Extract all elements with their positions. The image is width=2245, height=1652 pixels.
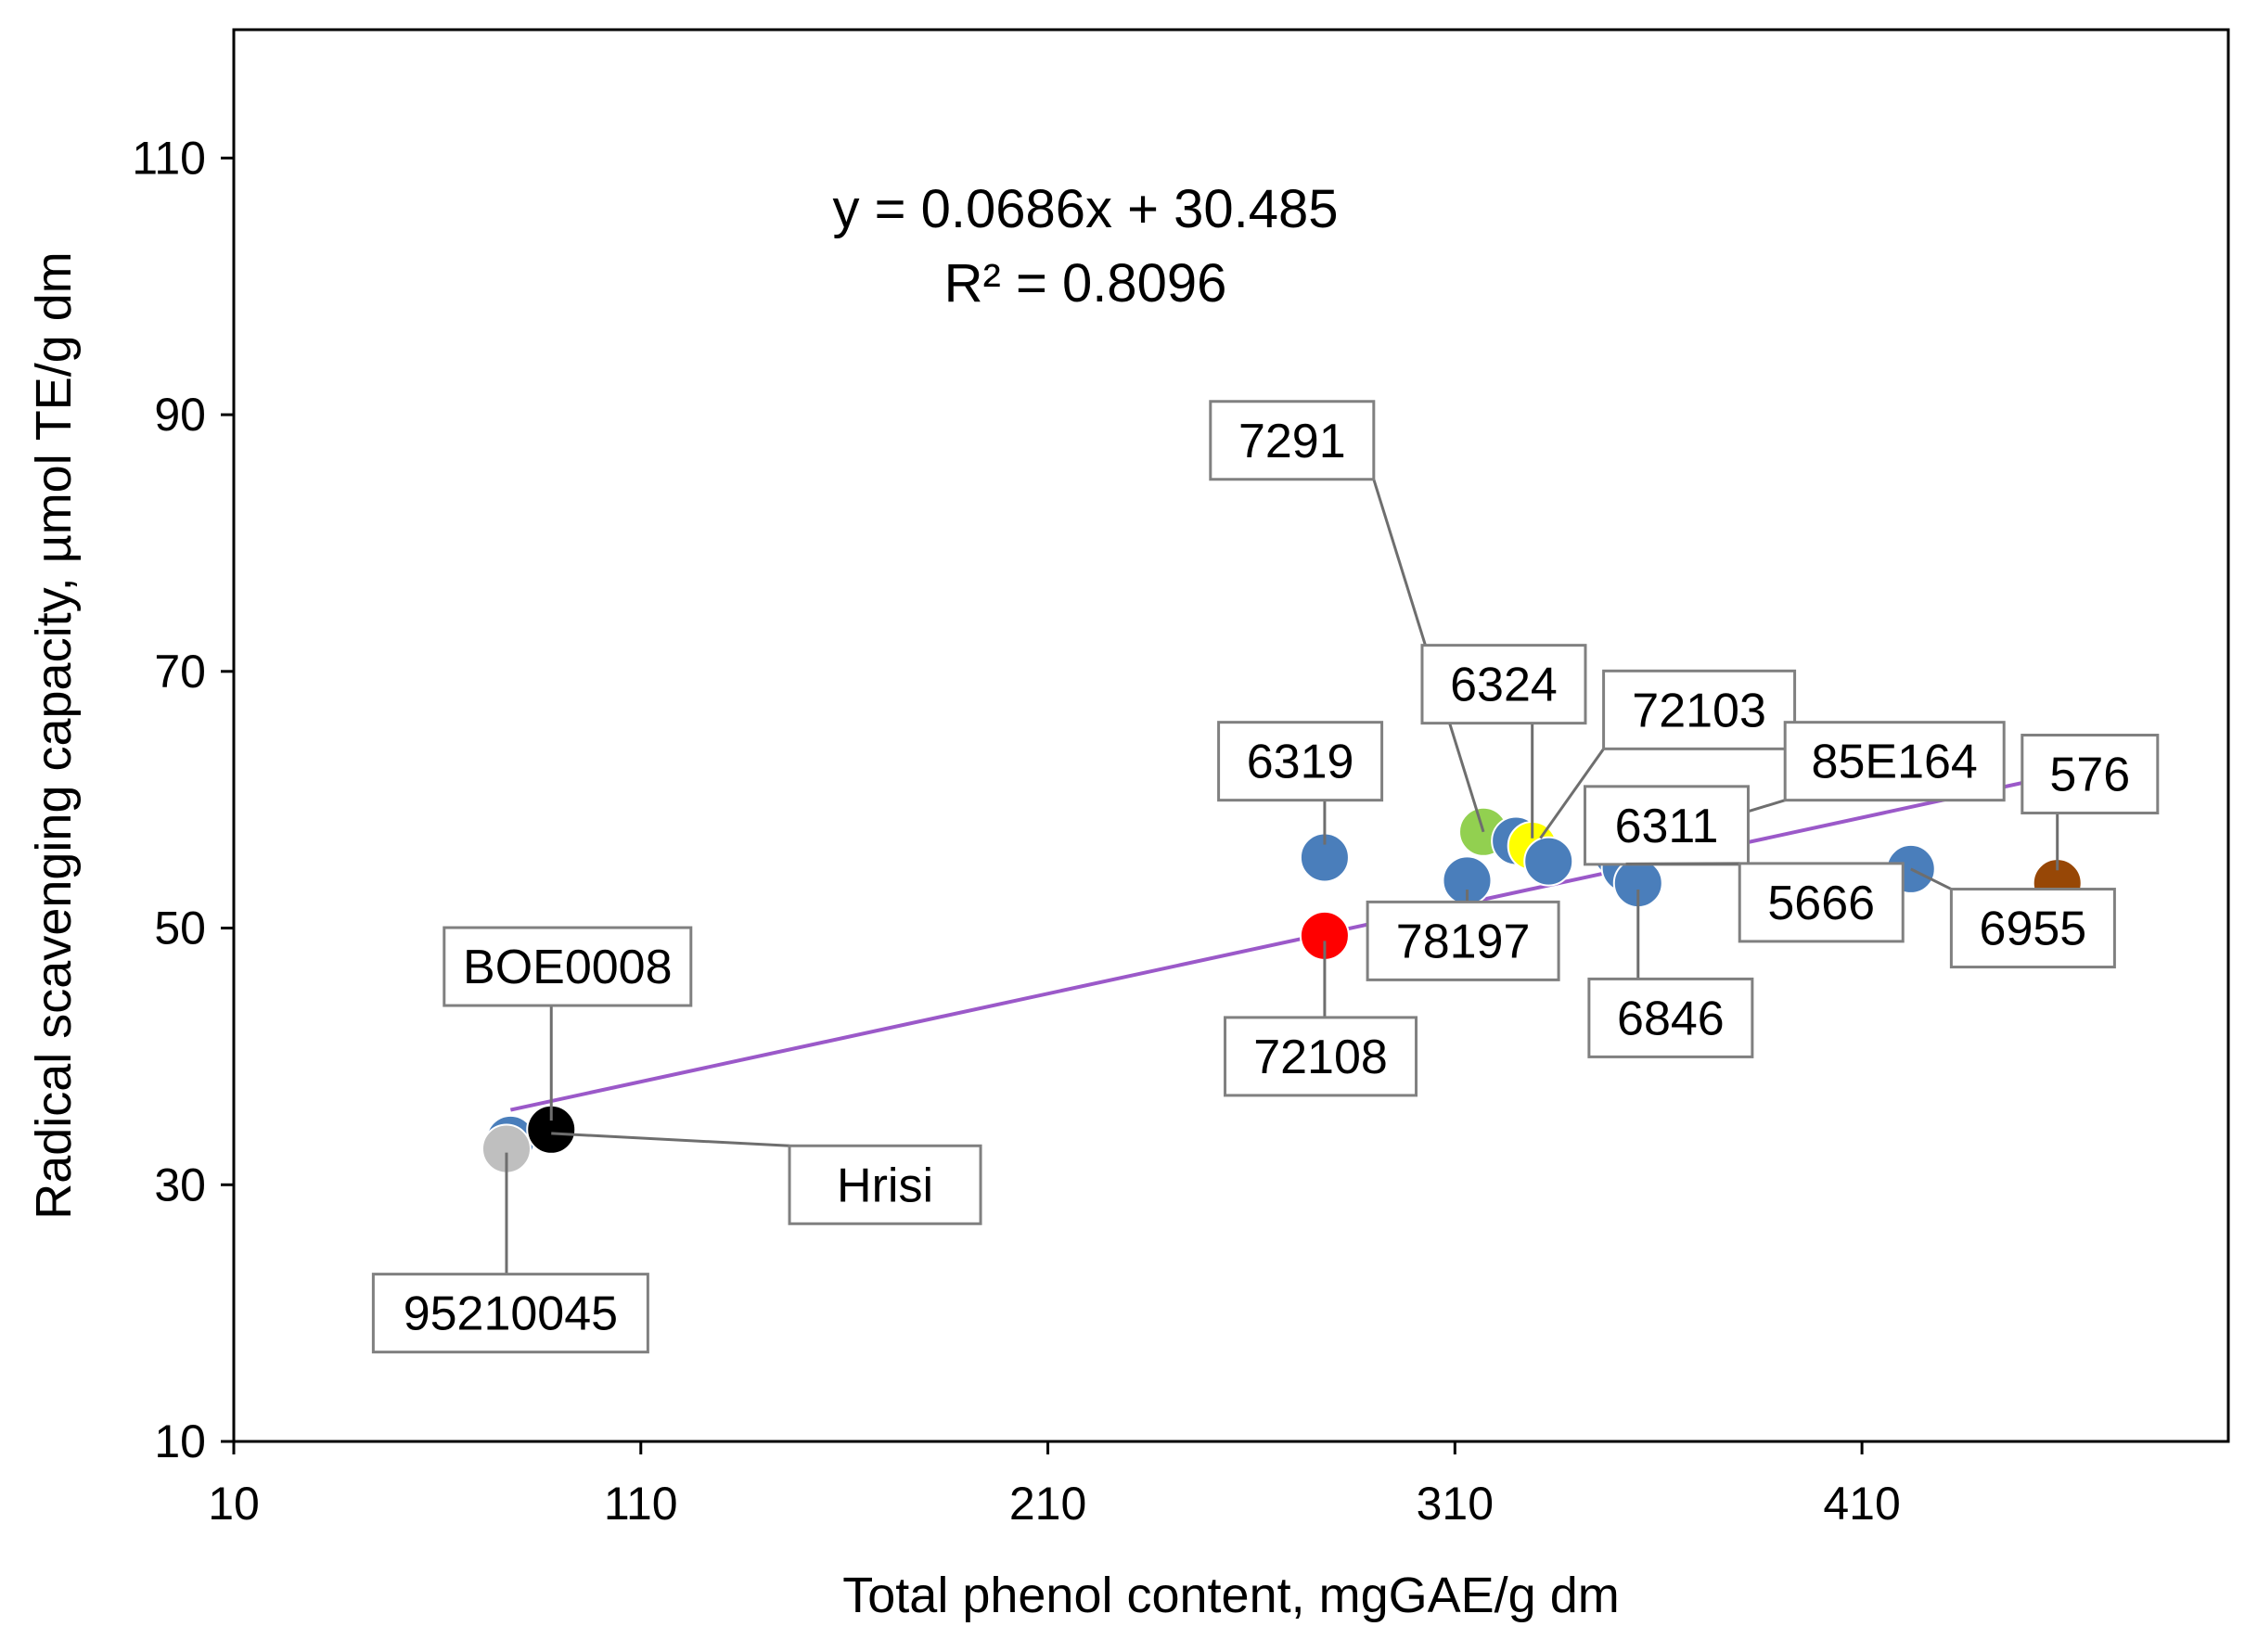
callout-label: 5666 [1767,877,1875,930]
callout-label: 78197 [1396,915,1531,968]
r-squared-text: R² = 0.8096 [944,253,1227,314]
x-axis-title: Total phenol content, mgGAE/g dm [842,1568,1619,1623]
callout-label: 6319 [1247,736,1354,789]
x-tick-label: 410 [1823,1478,1900,1530]
callout-label: 95210045 [404,1287,618,1341]
y-tick-label: 90 [154,389,206,441]
y-axis-title: Radical scavenging capacity, µmol TE/g d… [26,251,82,1220]
x-tick-label: 10 [208,1478,260,1530]
callout-label: 85E164 [1812,736,1978,789]
y-tick-label: 70 [154,646,206,698]
callout-label: Hrisi [837,1159,933,1212]
callout-label: 6846 [1617,992,1725,1045]
x-tick-label: 110 [604,1478,678,1530]
callout-label: 7291 [1238,415,1346,468]
y-tick-label: 10 [154,1415,206,1467]
callout-label: 72103 [1632,684,1766,737]
x-tick-label: 210 [1009,1478,1086,1530]
callout-label: 576 [2049,749,2130,802]
equation-text: y = 0.0686x + 30.485 [833,179,1339,239]
callout-label: 6324 [1450,659,1558,712]
x-tick-label: 310 [1417,1478,1494,1530]
y-tick-label: 110 [132,132,206,184]
callout-label: 6311 [1615,800,1719,853]
callout-label: 6955 [1980,903,2087,956]
callout-label: 72108 [1253,1031,1388,1084]
data-point [1524,838,1572,886]
y-tick-label: 30 [154,1159,206,1210]
y-tick-label: 50 [154,903,206,954]
callout-label: BOE0008 [463,941,673,994]
